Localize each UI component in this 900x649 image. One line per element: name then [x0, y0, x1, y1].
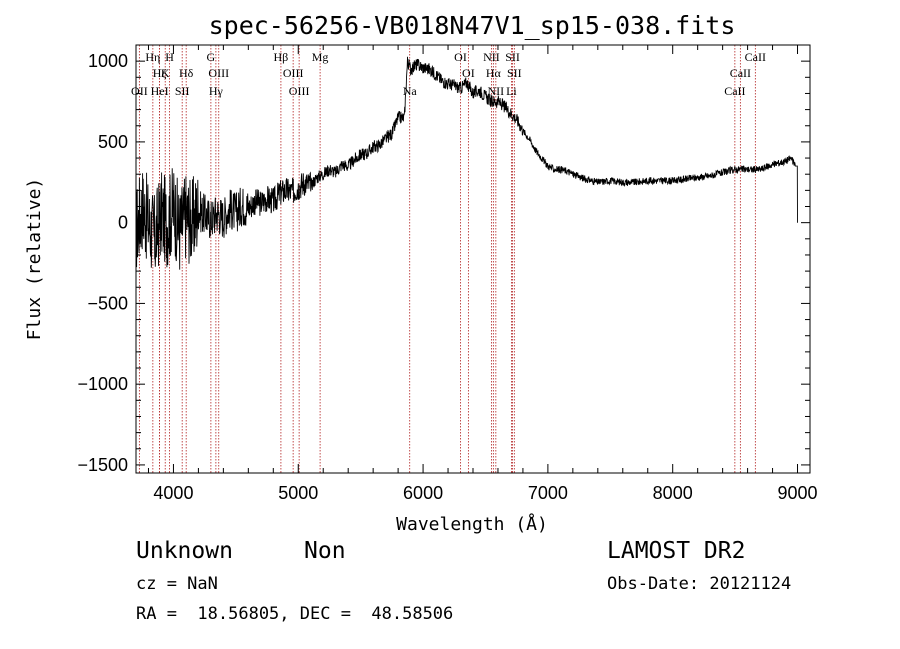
coordinates-text: RA = 18.56805, DEC = 48.58506 [136, 604, 454, 624]
spectral-line-label: CaII [730, 66, 751, 80]
spectral-line-label: Hη [145, 50, 160, 64]
x-axis-ticks: 4000 5000 6000 7000 8000 9000 [147, 45, 818, 503]
flux-series [135, 56, 798, 270]
y-tick-label: 500 [98, 132, 128, 152]
x-tick-label: 7000 [528, 483, 568, 503]
spectral-line-label: Hγ [209, 84, 224, 98]
x-axis-label: Wavelength (Å) [396, 513, 548, 535]
spectral-line-label: OIII [208, 66, 229, 80]
x-tick-label: 6000 [403, 483, 443, 503]
subclass-text: Non [304, 538, 346, 564]
survey-text: LAMOST DR2 [607, 538, 746, 564]
spectral-line-label: Hδ [179, 66, 194, 80]
obs-date-text: Obs-Date: 20121124 [607, 574, 792, 594]
y-tick-label: 1000 [88, 51, 128, 71]
spectral-line-label: SII [507, 66, 522, 80]
plot-frame [135, 44, 811, 474]
redshift-text: cz = NaN [136, 574, 218, 594]
spectral-line-label: K [161, 66, 170, 80]
y-axis-label: Flux (relative) [24, 178, 45, 341]
y-tick-label: −500 [87, 293, 128, 313]
spectral-line-label: OIII [283, 66, 304, 80]
spectral-line-label: Mg [312, 50, 329, 64]
spectral-line-label: OI [454, 50, 467, 64]
spectral-line-label: CaII [724, 84, 745, 98]
object-class-text: Unknown [136, 538, 233, 564]
chart-title: spec-56256-VB018N47V1_sp15-038.fits [209, 11, 736, 40]
y-axis-ticks: −1500 −1000 −500 0 500 1000 [77, 51, 810, 475]
spectral-line-label: NII [483, 50, 500, 64]
x-tick-label: 4000 [153, 483, 193, 503]
spectral-line-label: SII [505, 50, 520, 64]
spectral-line-label: Hβ [274, 50, 289, 64]
spectral-line-label: Na [403, 84, 418, 98]
x-tick-label: 9000 [777, 483, 817, 503]
y-tick-label: −1000 [77, 374, 128, 394]
spectral-line-label: CaII [745, 50, 766, 64]
spectral-line-label: OIII [289, 84, 310, 98]
spectral-line-label: OI [462, 66, 475, 80]
spectral-line-label: G [207, 50, 216, 64]
spectral-line-label: Hζ [153, 66, 167, 80]
spectral-line-label: NII [488, 84, 505, 98]
spectral-line-label: Hα [486, 66, 502, 80]
y-tick-label: 0 [118, 213, 128, 233]
spectral-line-label: OII [131, 84, 148, 98]
flux-line [135, 56, 798, 270]
x-tick-label: 5000 [278, 483, 318, 503]
spectral-line-label: H [165, 50, 174, 64]
y-tick-label: −1500 [77, 455, 128, 475]
spectral-line-label: Li [506, 84, 517, 98]
x-tick-label: 8000 [653, 483, 693, 503]
spectral-line-label: HeI [151, 84, 169, 98]
spectral-line-label: SII [175, 84, 190, 98]
spectral-line-markers [138, 45, 756, 473]
